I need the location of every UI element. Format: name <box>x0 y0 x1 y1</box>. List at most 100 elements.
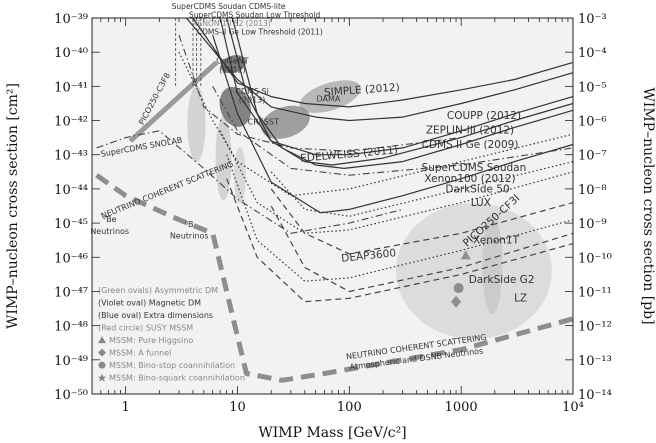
legend-item-violet-oval-magnetic-dm: (Violet oval) Magnetic DM <box>98 299 201 308</box>
curve-darkside-50 <box>270 161 574 217</box>
theory-oval-4 <box>215 116 232 201</box>
y-tick-label-right: 10⁻⁹ <box>578 217 607 232</box>
curve-cdms-ii-ge-2009 <box>226 17 574 166</box>
curve-label-2012-1: (2012) <box>219 66 246 75</box>
legend-item-red-circle-susy-mssm: (Red circle) SUSY MSSM <box>98 324 193 333</box>
y-tick-label-right: 10⁻⁵ <box>578 80 607 95</box>
curve-label-supercdms-soudan-11: SuperCDMS Soudan <box>422 162 527 174</box>
curve-xenon1t <box>226 154 574 282</box>
curve-zeplin-iii-2012 <box>219 17 574 156</box>
legend-item-blue-oval-extra-dimensions: (Blue oval) Extra dimensions <box>98 311 213 320</box>
x-tick-label-1: 1 <box>122 400 130 415</box>
legend: (Green ovals) Asymmetric DM (Violet oval)… <box>97 286 245 383</box>
legend-marker-circle <box>98 361 106 369</box>
x-tick-label-10000: 10⁴ <box>562 400 584 415</box>
curve-deap3600 <box>270 188 574 255</box>
top-label-cdms-ii-ge-low-threshold-2011: CDMS-II Ge Low Threshold (2011) <box>197 28 323 37</box>
curve-simple-2012 <box>192 17 574 108</box>
y-tick-label-right: 10⁻⁴ <box>578 46 607 61</box>
legend-item-green-ovals-asymmetric-dm: (Green ovals) Asymmetric DM <box>98 286 218 295</box>
curve-label-b-27: ⁸B <box>185 220 194 229</box>
curve-label-cdms-si-2: CDMS Si <box>235 87 269 96</box>
top-label-xenon-10-s2-2013: XENON 10 S2 (2013) <box>193 19 271 28</box>
y-axis-label-right: WIMP–nucleon cross section [pb] <box>640 87 656 324</box>
curve-label-cdms-ii-ge-2009-9: CDMS II Ge (2009) <box>422 139 519 151</box>
curve-pico250-c3f8 <box>178 34 462 152</box>
asymmetric-dm-band <box>128 60 219 143</box>
theory-oval-3 <box>187 85 206 162</box>
plot-frame <box>91 17 574 395</box>
top-label-supercdms-soudan-cdms-lite: SuperCDMS Soudan CDMS-lite <box>172 2 286 11</box>
curve-neutrino-coherent-scattering <box>95 173 574 383</box>
curve-label-darkside-50-13: DarkSide 50 <box>445 183 509 195</box>
top-label-supercdms-soudan-low-threshold: SuperCDMS Soudan Low Threshold <box>189 11 321 20</box>
curve-label-2013-3: (2013) <box>239 95 266 104</box>
y-tick-label-right: 10⁻¹⁴ <box>578 388 612 403</box>
y-tick-label-left: 10⁻⁴³ <box>54 149 88 164</box>
mssm-higgsino-marker <box>460 250 471 260</box>
legend-marker-diamond <box>98 348 106 357</box>
y-tick-label-left: 10⁻³⁹ <box>54 12 88 27</box>
limit-curves <box>95 17 574 383</box>
curve-coupp-2012 <box>186 17 574 122</box>
legend-item-mssm-bino-stop-coannihilation: MSSM: Bino-stop coannihilation <box>109 361 235 370</box>
curve-label-lz-19: LZ <box>514 293 527 305</box>
curve-xenon100-2012 <box>212 34 574 214</box>
axes: 1 10 100 1000 10⁴ 10⁻³⁹ 10⁻⁴⁰ 10⁻⁴¹ 10⁻⁴² 10⁻⁴³ 10… <box>54 12 612 415</box>
curve-lux <box>219 130 574 234</box>
y-tick-label-right: 10⁻¹⁰ <box>578 251 612 266</box>
theory-oval-5 <box>233 147 246 204</box>
y-tick-label-left: 10⁻⁴⁷ <box>54 285 88 300</box>
curve-darkside-g2 <box>270 205 574 293</box>
legend-item-mssm-bino-squark-coannihilation: MSSM: Bino-squark coannihilation <box>109 374 245 383</box>
curve-label-coupp-2012-7: COUPP (2012) <box>447 110 521 122</box>
y-tick-label-right: 10⁻⁶ <box>578 115 607 130</box>
curve-label-darkside-g2-18: DarkSide G2 <box>469 274 535 286</box>
curve-label-be-25: ⁷Be <box>103 215 117 224</box>
mssm-bino-stop-marker <box>453 283 464 294</box>
y-tick-label-left: 10⁻⁵⁰ <box>54 388 88 403</box>
curve-pico250-cf3i <box>212 86 574 176</box>
y-tick-label-left: 10⁻⁴⁹ <box>54 354 88 369</box>
y-tick-label-right: 10⁻¹¹ <box>578 285 612 300</box>
legend-marker-star <box>97 373 107 382</box>
y-tick-label-left: 10⁻⁴⁴ <box>54 183 88 198</box>
y-tick-label-right: 10⁻⁸ <box>578 183 607 198</box>
curve-edelweiss-2011 <box>231 17 574 169</box>
curve-label-zeplin-iii-2012-8: ZEPLIN-III (2012) <box>426 125 514 137</box>
curve-label-simple-2012-6: SIMPLE (2012) <box>324 82 401 99</box>
curve-label-neutrinos-26: Neutrinos <box>90 227 129 236</box>
x-tick-label-10: 10 <box>229 400 246 415</box>
x-tick-label-100: 100 <box>337 400 362 415</box>
y-tick-label-right: 10⁻⁷ <box>578 149 607 164</box>
legend-item-mssm-pure-higgsino: MSSM: Pure Higgsino <box>109 336 193 345</box>
curve-lz <box>226 178 574 303</box>
curve-supercdms-soudan <box>178 51 574 197</box>
theory-oval-2 <box>482 214 503 315</box>
y-tick-label-left: 10⁻⁴⁵ <box>54 217 88 232</box>
y-tick-label-left: 10⁻⁴² <box>54 115 88 130</box>
y-tick-label-left: 10⁻⁴⁶ <box>54 251 88 266</box>
y-tick-label-right: 10⁻¹³ <box>578 354 612 369</box>
curve-label-dama-4: DAMA <box>316 95 340 104</box>
curve-label-cogent-0: CoGeNT <box>216 56 249 65</box>
curve-label-neutrinos-28: Neutrinos <box>170 231 209 240</box>
curve-label-xenon100-2012-12: Xenon100 (2012) <box>424 173 515 185</box>
y-tick-label-right: 10⁻¹² <box>578 320 612 335</box>
y-tick-label-right: 10⁻³ <box>578 12 607 27</box>
x-axis-label: WIMP Mass [GeV/c²] <box>258 425 406 441</box>
mssm-a-funnel-marker <box>451 295 462 308</box>
x-tick-label-1000: 1000 <box>445 400 478 415</box>
y-tick-label-left: 10⁻⁴⁰ <box>54 46 88 61</box>
curve-label-cresst-5: CRESST <box>248 118 279 127</box>
curve-supercdms-snolab <box>96 130 403 234</box>
legend-item-mssm-a-funnel: MSSM: A funnel <box>109 349 171 358</box>
curve-label-deap3600-17: DEAP3600 <box>341 247 397 265</box>
y-axis-label-left: WIMP–nucleon cross section [cm²] <box>5 83 21 329</box>
curve-label-xenon1t-16: Xenon1T <box>473 235 520 247</box>
y-tick-label-left: 10⁻⁴¹ <box>54 80 88 95</box>
y-tick-label-left: 10⁻⁴⁸ <box>54 320 88 335</box>
legend-marker-triangle <box>98 336 106 344</box>
